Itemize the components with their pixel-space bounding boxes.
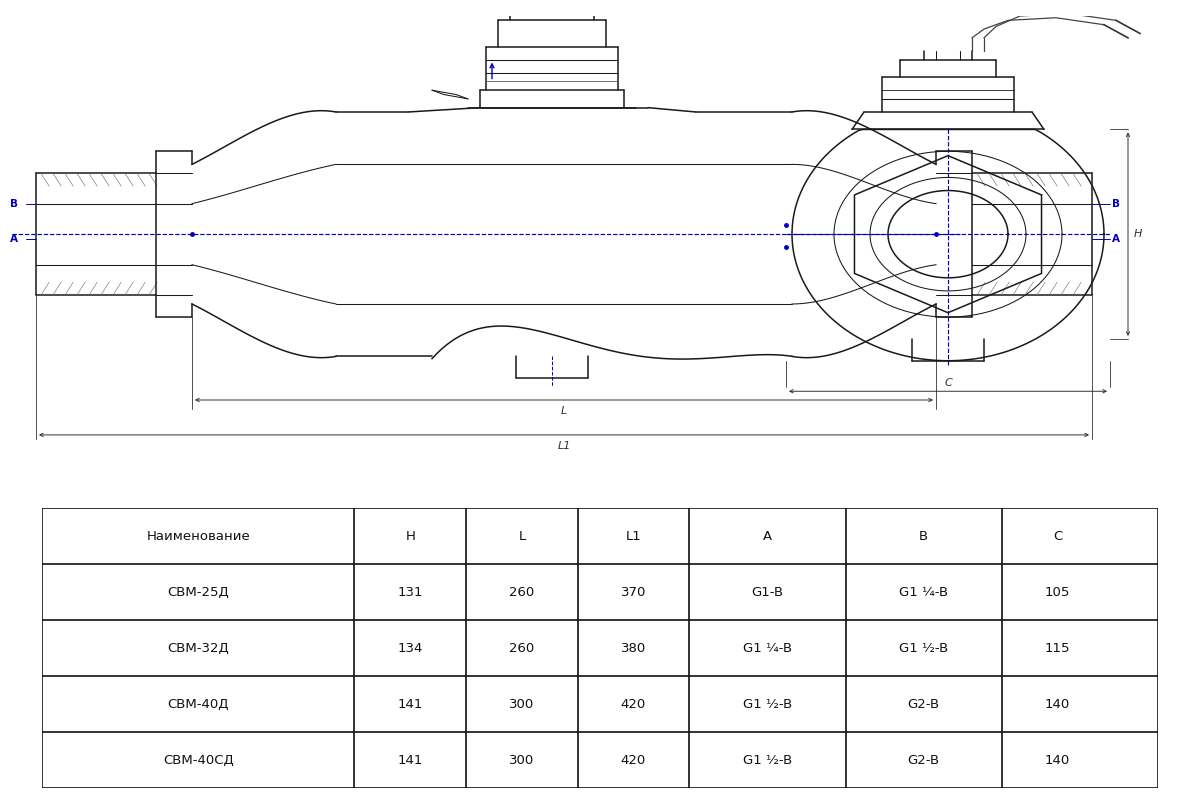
Text: G1-B: G1-B [751, 586, 784, 598]
Text: 141: 141 [397, 754, 422, 766]
Text: G1 ¼-B: G1 ¼-B [899, 586, 948, 598]
Text: G2-B: G2-B [907, 698, 940, 710]
Text: G1 ¼-B: G1 ¼-B [743, 642, 792, 654]
Text: B: B [1112, 198, 1120, 209]
Text: СВМ-25Д: СВМ-25Д [167, 586, 229, 598]
Text: СВМ-40СД: СВМ-40СД [163, 754, 234, 766]
Text: L: L [560, 406, 568, 416]
Text: 141: 141 [397, 698, 422, 710]
Text: G1 ½-B: G1 ½-B [743, 754, 792, 766]
Text: Наименование: Наименование [146, 530, 250, 542]
Text: L1: L1 [625, 530, 641, 542]
Text: 105: 105 [1045, 586, 1070, 598]
Text: B: B [11, 198, 18, 209]
Text: L: L [518, 530, 526, 542]
Text: C: C [1052, 530, 1062, 542]
Text: 380: 380 [620, 642, 646, 654]
Text: A: A [11, 234, 18, 243]
Text: L1: L1 [557, 441, 571, 451]
Text: A: A [763, 530, 772, 542]
Text: 300: 300 [509, 698, 534, 710]
Text: 134: 134 [397, 642, 422, 654]
Text: 260: 260 [509, 642, 534, 654]
Text: СВМ-40Д: СВМ-40Д [168, 698, 229, 710]
Text: A: A [1112, 234, 1120, 243]
Text: H: H [1134, 229, 1142, 239]
Text: 420: 420 [620, 698, 646, 710]
Text: 260: 260 [509, 586, 534, 598]
Text: 420: 420 [620, 754, 646, 766]
Text: 300: 300 [509, 754, 534, 766]
Text: G1 ½-B: G1 ½-B [743, 698, 792, 710]
Text: H: H [406, 530, 415, 542]
Text: СВМ-32Д: СВМ-32Д [167, 642, 229, 654]
Text: B: B [919, 530, 929, 542]
Text: 131: 131 [397, 586, 424, 598]
Text: 140: 140 [1045, 754, 1070, 766]
Text: G1 ½-B: G1 ½-B [899, 642, 948, 654]
Text: C: C [944, 378, 952, 388]
Text: 140: 140 [1045, 698, 1070, 710]
Text: 370: 370 [620, 586, 646, 598]
Text: G2-B: G2-B [907, 754, 940, 766]
Text: 115: 115 [1045, 642, 1070, 654]
